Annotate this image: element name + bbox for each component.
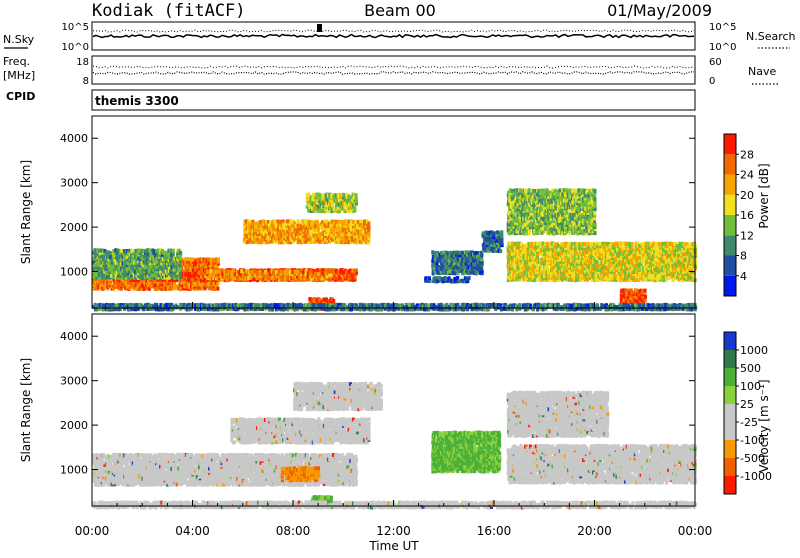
data-cell — [468, 276, 471, 280]
data-cell — [108, 251, 111, 255]
cpid-strip: CPID themis 3300 — [6, 90, 695, 110]
nsky-tick-top: 10^5 — [62, 22, 89, 33]
data-cell — [172, 252, 175, 256]
freq-tick-bottom: 8 — [83, 76, 89, 87]
nsky-spike — [317, 24, 322, 32]
data-cell — [354, 276, 357, 280]
date-title: 01/May/2009 — [607, 1, 712, 20]
data-cell — [368, 226, 371, 230]
freq-frame — [92, 56, 695, 84]
data-cell — [179, 264, 182, 268]
data-cell — [359, 219, 362, 223]
data-cell — [207, 257, 210, 261]
data-cell — [179, 251, 182, 255]
data-cell — [482, 231, 485, 235]
freq-label-line2: [MHz] — [3, 69, 35, 82]
data-cell — [345, 271, 348, 275]
data-cell — [477, 257, 480, 261]
data-cell — [285, 269, 288, 273]
nave-tick-top: 60 — [709, 57, 722, 68]
data-cell — [318, 232, 321, 236]
data-cell — [138, 249, 141, 253]
data-cell — [534, 278, 537, 282]
nave-label: Nave — [748, 65, 776, 78]
data-cell — [500, 230, 503, 234]
data-cell — [268, 227, 271, 231]
data-cell — [452, 259, 455, 263]
data-cell — [571, 242, 574, 246]
data-cell — [440, 251, 443, 255]
data-cell — [360, 240, 363, 244]
data-cell — [318, 298, 321, 302]
data-cell — [316, 220, 319, 224]
data-cell — [441, 277, 444, 281]
data-cell — [355, 268, 358, 272]
data-cell — [331, 203, 334, 207]
nave-trace — [93, 72, 694, 74]
data-cell — [216, 287, 219, 291]
data-cell — [523, 244, 526, 248]
cpid-frame — [92, 90, 695, 110]
beam-title: Beam 00 — [364, 1, 436, 20]
data-cell — [302, 270, 305, 274]
data-cell — [480, 267, 483, 271]
data-cell — [338, 220, 341, 224]
nsearch-trace — [93, 30, 694, 32]
data-cell — [272, 269, 275, 273]
data-cell — [307, 193, 310, 197]
nsearch-tick-top: 10^5 — [709, 22, 736, 33]
data-cell — [276, 228, 279, 232]
data-cell — [179, 275, 182, 279]
data-cell — [367, 222, 370, 226]
data-cell — [123, 255, 126, 259]
data-cell — [172, 249, 175, 253]
station-title: Kodiak (fitACF) — [92, 1, 246, 21]
data-cell — [332, 299, 335, 303]
data-cell — [217, 257, 220, 261]
data-cell — [546, 242, 549, 246]
power-cells — [92, 188, 697, 311]
freq-strip: Freq. [MHz] 18 8 60 0 Nave — [3, 55, 778, 87]
nave-tick-bottom: 0 — [709, 76, 715, 87]
data-cell — [355, 193, 358, 197]
data-cell — [454, 271, 457, 275]
data-cell — [355, 197, 358, 201]
data-cell — [298, 220, 301, 224]
nsky-trace — [93, 35, 694, 38]
data-cell — [327, 228, 330, 232]
freq-trace — [93, 66, 694, 68]
data-cell — [499, 249, 502, 253]
nsky-label: N.Sky — [3, 33, 35, 46]
data-cell — [329, 270, 332, 274]
cpid-label: CPID — [6, 90, 35, 103]
nsearch-label: N.Search — [746, 30, 796, 43]
data-cell — [276, 219, 279, 223]
data-cell — [253, 269, 256, 273]
freq-label-line1: Freq. — [3, 55, 30, 68]
nsky-strip: N.Sky 10^5 10^0 10^5 10^0 N.Search — [3, 22, 796, 53]
cpid-value: themis 3300 — [95, 94, 179, 108]
data-cell — [143, 287, 146, 291]
nsearch-tick-bottom: 10^0 — [709, 42, 736, 53]
nsky-tick-bottom: 10^0 — [62, 42, 89, 53]
data-cell — [428, 276, 431, 280]
freq-tick-top: 18 — [76, 57, 89, 68]
data-cell — [93, 248, 96, 252]
